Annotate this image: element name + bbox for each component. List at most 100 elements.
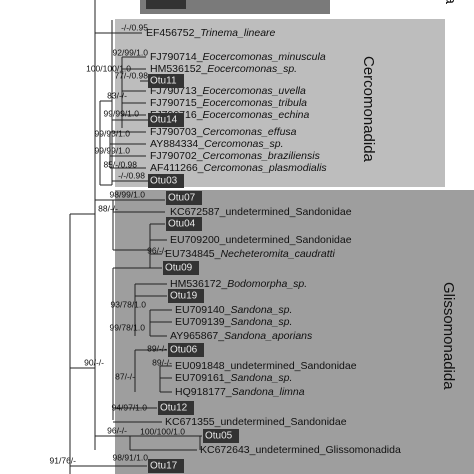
support-value: 89/-/- xyxy=(152,357,172,367)
accession: EU709139_ xyxy=(175,316,231,328)
support-value: 90/-/- xyxy=(84,357,104,367)
glissomonadida-box xyxy=(115,190,474,474)
support-value: 93/78/1.0 xyxy=(111,299,147,309)
accession: FJ790703_ xyxy=(150,126,203,138)
otu-box xyxy=(163,261,199,275)
leaf-label: FJ790702_Cercomonas_braziliensis xyxy=(150,150,321,162)
otu-box xyxy=(203,429,239,443)
otu-box xyxy=(166,217,202,231)
cercomonadida-box xyxy=(115,19,445,187)
otu-box xyxy=(148,459,184,473)
support-value: 96/-/- xyxy=(147,245,167,255)
accession: EU709200_undetermined_Sandonidae xyxy=(170,234,352,246)
otu-box xyxy=(166,191,202,205)
leaf-label: KC672587_undetermined_Sandonidae xyxy=(170,206,352,218)
leaf-label: EU709139_Sandona_sp. xyxy=(175,316,292,328)
taxon: Sandona_sp. xyxy=(230,372,292,384)
taxon: Trinema_lineare xyxy=(200,27,275,39)
taxon: Necheteromita_caudratti xyxy=(220,248,335,260)
accession: EU734845_ xyxy=(165,248,221,260)
otu-label: Otu03 xyxy=(150,176,178,187)
leaf-label: KC672643_undetermined_Glissomonadida xyxy=(200,444,401,456)
otu-label: Otu11 xyxy=(150,76,177,87)
support-value: 94/97/1.0 xyxy=(112,402,148,412)
leaf-label: EF456752_Trinema_lineare xyxy=(146,27,276,39)
taxon: Cercomonas_plasmodialis xyxy=(204,162,328,174)
otu-box xyxy=(146,0,186,9)
leaf-label: FJ790703_Cercomonas_effusa xyxy=(150,126,297,138)
tree-lines xyxy=(69,0,202,474)
otu-label: Otu06 xyxy=(170,345,198,356)
support-value: -/-/0.98 xyxy=(118,170,145,180)
otu-label: Otu19 xyxy=(170,291,198,302)
leaf-label: AF411266_Cercomonas_plasmodialis xyxy=(150,162,327,174)
otu-box xyxy=(148,113,184,127)
support-value: -/-/0.95 xyxy=(121,22,148,32)
support-value: 96/-/- xyxy=(107,425,127,435)
support-value: 77/-/0.98 xyxy=(114,70,148,80)
support-value: 88/-/- xyxy=(98,203,118,213)
accession: FJ790714_ xyxy=(150,51,203,63)
clade-label: ida xyxy=(442,0,459,5)
otu-box xyxy=(148,74,184,88)
taxon: Cercomonas_braziliensis xyxy=(203,150,321,162)
otu-label: Otu12 xyxy=(160,403,188,414)
otu-box xyxy=(158,401,194,415)
otu-label: Otu05 xyxy=(205,431,233,442)
support-value: 87/-/- xyxy=(115,371,135,381)
support-value: 98/99/1.0 xyxy=(110,189,146,199)
accession: KC671355_undetermined_Sandonidae xyxy=(165,416,347,428)
accession: HM536152_ xyxy=(150,63,207,75)
accession: AF411266_ xyxy=(150,162,204,174)
leaf-label: FJ790714_Eocercomonas_minuscula xyxy=(150,51,326,63)
accession: FJ790702_ xyxy=(150,150,203,162)
support-value: 99/78/1.0 xyxy=(110,322,146,332)
accession: HQ918177_ xyxy=(175,386,232,398)
taxon: Sandona_sp. xyxy=(230,304,292,316)
otu-label: Otu07 xyxy=(168,193,196,204)
otu-label: Otu14 xyxy=(150,115,178,126)
taxon: Eocercomonas_sp. xyxy=(207,63,297,75)
leaf-label: AY884334_Cercomonas_sp. xyxy=(150,138,283,150)
support-value: 83/-/- xyxy=(107,90,127,100)
taxon: Sandona_sp. xyxy=(230,316,292,328)
support-value: 100/100/1.0 xyxy=(140,426,185,436)
clade-label: Cercomonadida xyxy=(360,56,377,163)
otu-box xyxy=(148,174,184,188)
accession: EF456752_ xyxy=(146,27,200,39)
taxon: Eocercomonas_uvella xyxy=(203,85,306,97)
support-value: 85/-/0.98 xyxy=(103,159,137,169)
otu-label: Otu09 xyxy=(165,263,193,274)
leaf-label: EU091848_undetermined_Sandonidae xyxy=(175,360,357,372)
support-value: 99/99/1.0 xyxy=(104,108,140,118)
support-value: 100/100/1.0 xyxy=(86,63,131,73)
accession: KC672643_undetermined_Glissomonadida xyxy=(200,444,401,456)
taxon: Eocercomonas_echina xyxy=(203,109,310,121)
leaf-label: EU734845_Necheteromita_caudratti xyxy=(165,248,336,260)
taxon: Sandona_limna xyxy=(232,386,305,398)
accession: AY884334_ xyxy=(150,138,204,150)
taxon: Eocercomonas_minuscula xyxy=(203,51,326,63)
support-value: 99/99/1.0 xyxy=(95,145,131,155)
leaf-label: KC671355_undetermined_Sandonidae xyxy=(165,416,347,428)
accession: KC672587_undetermined_Sandonidae xyxy=(170,206,352,218)
support-value: 89/-/- xyxy=(147,343,167,353)
leaf-label: HQ918177_Sandona_limna xyxy=(175,386,305,398)
support-value: 98/91/1.0 xyxy=(113,452,149,462)
leaf-label: FJ790715_Eocercomonas_tribula xyxy=(150,97,307,109)
taxon: Bodomorpha_sp. xyxy=(227,278,307,290)
leaf-label: EU709200_undetermined_Sandonidae xyxy=(170,234,352,246)
top-clade-box xyxy=(140,0,330,14)
leaf-label: EU709161_Sandona_sp. xyxy=(175,372,292,384)
otu-box xyxy=(168,289,204,303)
accession: FJ790715_ xyxy=(150,97,203,109)
leaf-label: AY965867_Sandona_aporians xyxy=(170,330,313,342)
accession: EU709140_ xyxy=(175,304,231,316)
taxon: Sandona_aporians xyxy=(224,330,313,342)
otu-label: Otu17 xyxy=(150,461,178,472)
support-value: 91/76/- xyxy=(50,455,77,465)
otu-label: Otu04 xyxy=(168,219,196,230)
support-value: 99/93/1.0 xyxy=(95,128,131,138)
taxon: Cercomonas_effusa xyxy=(203,126,297,138)
